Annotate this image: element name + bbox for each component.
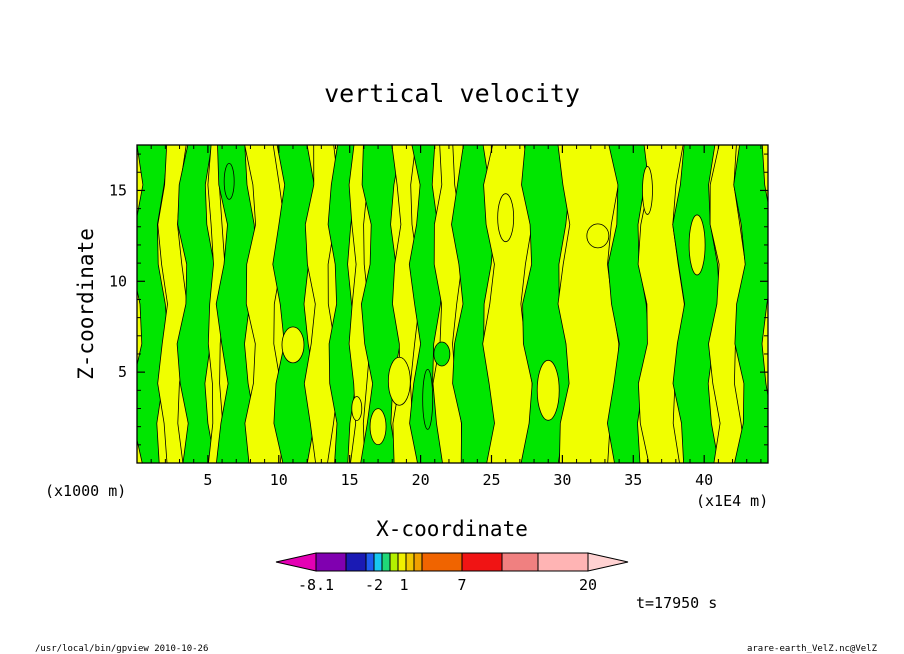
- heatmap-blob: [586, 223, 610, 249]
- colorbar-segment: [397, 552, 407, 572]
- colorbar-segment: [537, 552, 589, 572]
- x-tick-label: 40: [695, 471, 713, 489]
- heatmap-blob: [536, 359, 560, 421]
- footer-left: /usr/local/bin/gpview 2010-10-26: [35, 644, 208, 654]
- colorbar-segment: [421, 552, 463, 572]
- y-tick-label: 10: [109, 272, 127, 290]
- heatmap-band: [176, 145, 217, 463]
- heatmap-band: [733, 145, 768, 463]
- heatmap-band: [327, 145, 358, 463]
- heatmap-band: [391, 145, 420, 463]
- colorbar-segment: [345, 552, 367, 572]
- colorbar-label: 7: [457, 576, 466, 594]
- time-annotation: t=17950 s: [636, 594, 717, 612]
- colorbar-label: 20: [579, 576, 597, 594]
- footer-right: arare-earth_VelZ.nc@VelZ: [747, 644, 878, 654]
- colorbar: -8.1 -2 1 7 20: [275, 552, 629, 594]
- x-axis-label: X-coordinate: [376, 517, 528, 541]
- colorbar-segment: [389, 552, 399, 572]
- colorbar-label: -2: [365, 576, 383, 594]
- colorbar-segment: [381, 552, 391, 572]
- colorbar-segment: [461, 552, 503, 572]
- x-tick-label: 5: [203, 471, 212, 489]
- colorbar-segment: [501, 552, 539, 572]
- y-axis-label: Z-coordinate: [74, 228, 98, 380]
- heatmap-field: [137, 145, 768, 463]
- heatmap-band: [348, 145, 371, 463]
- y-axis: 5 10 15: [109, 153, 768, 446]
- heatmap-blob: [422, 368, 434, 430]
- heatmap-blob: [433, 341, 451, 367]
- y-axis-units: (x1000 m): [45, 482, 126, 500]
- x-tick-label: 25: [482, 471, 500, 489]
- heatmap-blob: [688, 214, 706, 276]
- colorbar-segment: [373, 552, 383, 572]
- heatmap-blob: [369, 408, 387, 446]
- x-tick-label: 15: [341, 471, 359, 489]
- heatmap-band: [557, 145, 620, 463]
- colorbar-label: -8.1: [298, 576, 334, 594]
- colorbar-label: 1: [399, 576, 408, 594]
- plot-frame: [136, 144, 769, 464]
- colorbar-segment: [413, 552, 423, 572]
- chart-title: vertical velocity: [324, 79, 580, 108]
- x-tick-label: 35: [624, 471, 642, 489]
- heatmap-band: [215, 145, 257, 463]
- colorbar-segment: [405, 552, 415, 572]
- heatmap-blob: [281, 326, 305, 364]
- y-tick-label: 15: [109, 181, 127, 199]
- colorbar-segment: [315, 552, 347, 572]
- heatmap-blob: [642, 166, 653, 215]
- x-tick-label: 20: [412, 471, 430, 489]
- heatmap-band: [708, 145, 747, 463]
- x-axis-units: (x1E4 m): [696, 492, 768, 510]
- x-tick-label: 30: [553, 471, 571, 489]
- heatmap-blob: [223, 162, 235, 200]
- heatmap-blob: [351, 396, 363, 421]
- colorbar-max-arrow: [587, 552, 629, 572]
- colorbar-segment: [365, 552, 375, 572]
- x-axis: 5 10 15 20 25 30 35 40: [150, 145, 762, 489]
- heatmap-blob: [497, 193, 515, 243]
- colorbar-min-arrow: [275, 552, 317, 572]
- y-tick-label: 5: [118, 363, 127, 381]
- x-tick-label: 10: [270, 471, 288, 489]
- heatmap-blob: [387, 356, 411, 406]
